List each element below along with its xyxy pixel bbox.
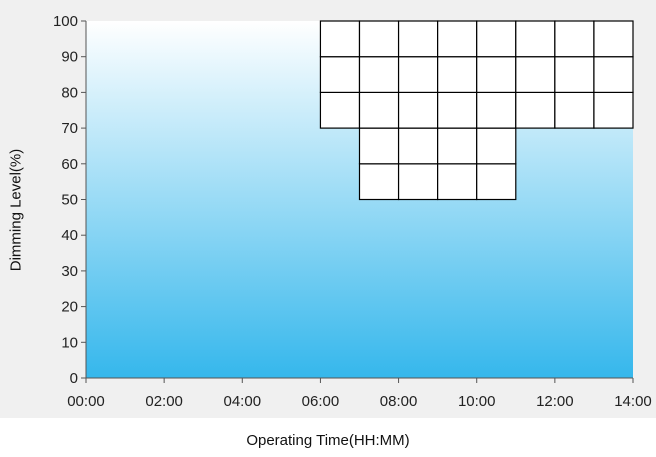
grid-cell <box>476 56 517 94</box>
grid-cell <box>437 127 478 165</box>
grid-cell <box>397 127 439 165</box>
grid-cell <box>437 20 478 58</box>
y-tick-label: 90 <box>61 49 78 66</box>
grid-cell <box>515 20 556 58</box>
y-tick-label: 50 <box>61 192 78 209</box>
y-tick-label: 80 <box>61 84 78 101</box>
grid-cell <box>593 91 634 129</box>
y-tick-label: 100 <box>53 13 78 30</box>
grid-cell <box>593 20 634 58</box>
y-tick-label: 10 <box>61 334 78 351</box>
x-tick-label: 14:00 <box>614 393 652 410</box>
grid-cell <box>515 91 556 129</box>
grid-cell <box>397 163 439 201</box>
y-axis-ticks: 0 10 20 30 40 50 60 70 80 90 100 <box>53 13 86 387</box>
grid-cell <box>554 20 595 58</box>
x-axis-title: Operating Time(HH:MM) <box>246 432 410 449</box>
grid-cell <box>358 20 400 58</box>
grid-cell <box>358 163 400 201</box>
grid-cell <box>319 91 361 129</box>
x-tick-label: 04:00 <box>224 393 262 410</box>
grid-cell <box>476 163 517 201</box>
y-tick-label: 70 <box>61 120 78 137</box>
grid-cell <box>437 163 478 201</box>
white-cell-grid <box>319 20 634 201</box>
y-tick-label: 0 <box>70 370 78 387</box>
grid-cell <box>437 91 478 129</box>
grid-cell <box>554 56 595 94</box>
x-axis-ticks: 00:00 02:00 04:00 06:00 08:00 10:00 12:00 14:00 <box>67 378 652 410</box>
y-tick-label: 60 <box>61 156 78 173</box>
grid-cell <box>593 56 634 94</box>
y-tick-label: 40 <box>61 227 78 244</box>
x-tick-label: 02:00 <box>145 393 183 410</box>
grid-cell <box>319 56 361 94</box>
grid-cell <box>476 91 517 129</box>
grid-cell <box>319 20 361 58</box>
x-tick-label: 10:00 <box>458 393 496 410</box>
x-tick-label: 00:00 <box>67 393 105 410</box>
grid-cell <box>554 91 595 129</box>
grid-cell <box>358 91 400 129</box>
grid-cell <box>515 56 556 94</box>
chart-panel: 0 10 20 30 40 50 60 70 80 90 100 00:00 02:00 04:00 06… <box>0 0 656 418</box>
grid-cell <box>397 20 439 58</box>
grid-cell <box>397 56 439 94</box>
y-tick-label: 30 <box>61 263 78 280</box>
grid-cell <box>476 20 517 58</box>
y-tick-label: 20 <box>61 299 78 316</box>
dimming-chart: 0 10 20 30 40 50 60 70 80 90 100 00:00 02:00 04:00 06… <box>53 13 652 410</box>
x-tick-label: 08:00 <box>380 393 418 410</box>
x-tick-label: 06:00 <box>302 393 340 410</box>
grid-cell <box>358 56 400 94</box>
y-axis-title: Dimming Level(%) <box>7 148 25 272</box>
grid-cell <box>358 127 400 165</box>
grid-cell <box>476 127 517 165</box>
grid-cell <box>437 56 478 94</box>
grid-cell <box>397 91 439 129</box>
x-tick-label: 12:00 <box>536 393 574 410</box>
